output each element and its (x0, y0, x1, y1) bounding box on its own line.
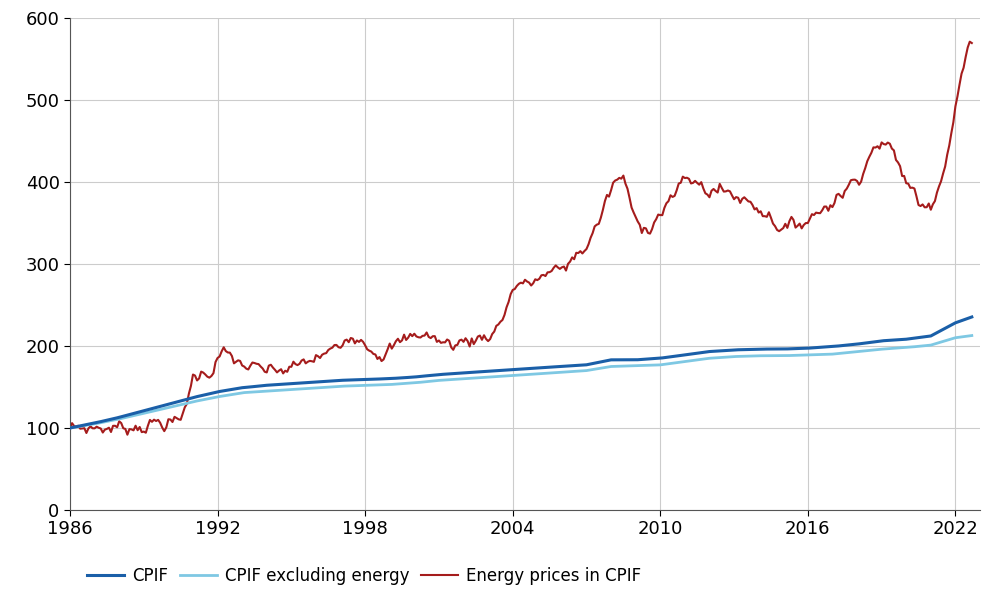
CPIF excluding energy (863, 347, 875, 354)
CPIF (710, 347, 722, 355)
Energy prices in CPIF (255, 363, 267, 370)
CPIF (64, 424, 76, 431)
CPIF (966, 313, 978, 320)
Line: CPIF: CPIF (70, 317, 972, 428)
CPIF excluding energy (253, 388, 265, 395)
CPIF (794, 345, 806, 352)
CPIF (863, 339, 875, 346)
Energy prices in CPIF (121, 431, 133, 438)
CPIF (253, 382, 265, 389)
Energy prices in CPIF (796, 225, 808, 232)
CPIF excluding energy (710, 354, 722, 361)
Line: Energy prices in CPIF: Energy prices in CPIF (70, 41, 972, 434)
Energy prices in CPIF (488, 328, 500, 335)
Line: CPIF excluding energy: CPIF excluding energy (70, 335, 972, 428)
Energy prices in CPIF (964, 38, 976, 45)
Energy prices in CPIF (712, 189, 724, 196)
Energy prices in CPIF (910, 193, 922, 200)
CPIF excluding energy (966, 332, 978, 339)
CPIF (908, 335, 920, 342)
Legend: CPIF, CPIF excluding energy, Energy prices in CPIF: CPIF, CPIF excluding energy, Energy pric… (87, 568, 641, 586)
Energy prices in CPIF (865, 149, 877, 157)
CPIF excluding energy (64, 424, 76, 431)
CPIF (486, 367, 498, 374)
CPIF excluding energy (908, 343, 920, 350)
CPIF excluding energy (486, 373, 498, 380)
Energy prices in CPIF (966, 40, 978, 47)
CPIF excluding energy (794, 352, 806, 359)
Energy prices in CPIF (64, 424, 76, 431)
